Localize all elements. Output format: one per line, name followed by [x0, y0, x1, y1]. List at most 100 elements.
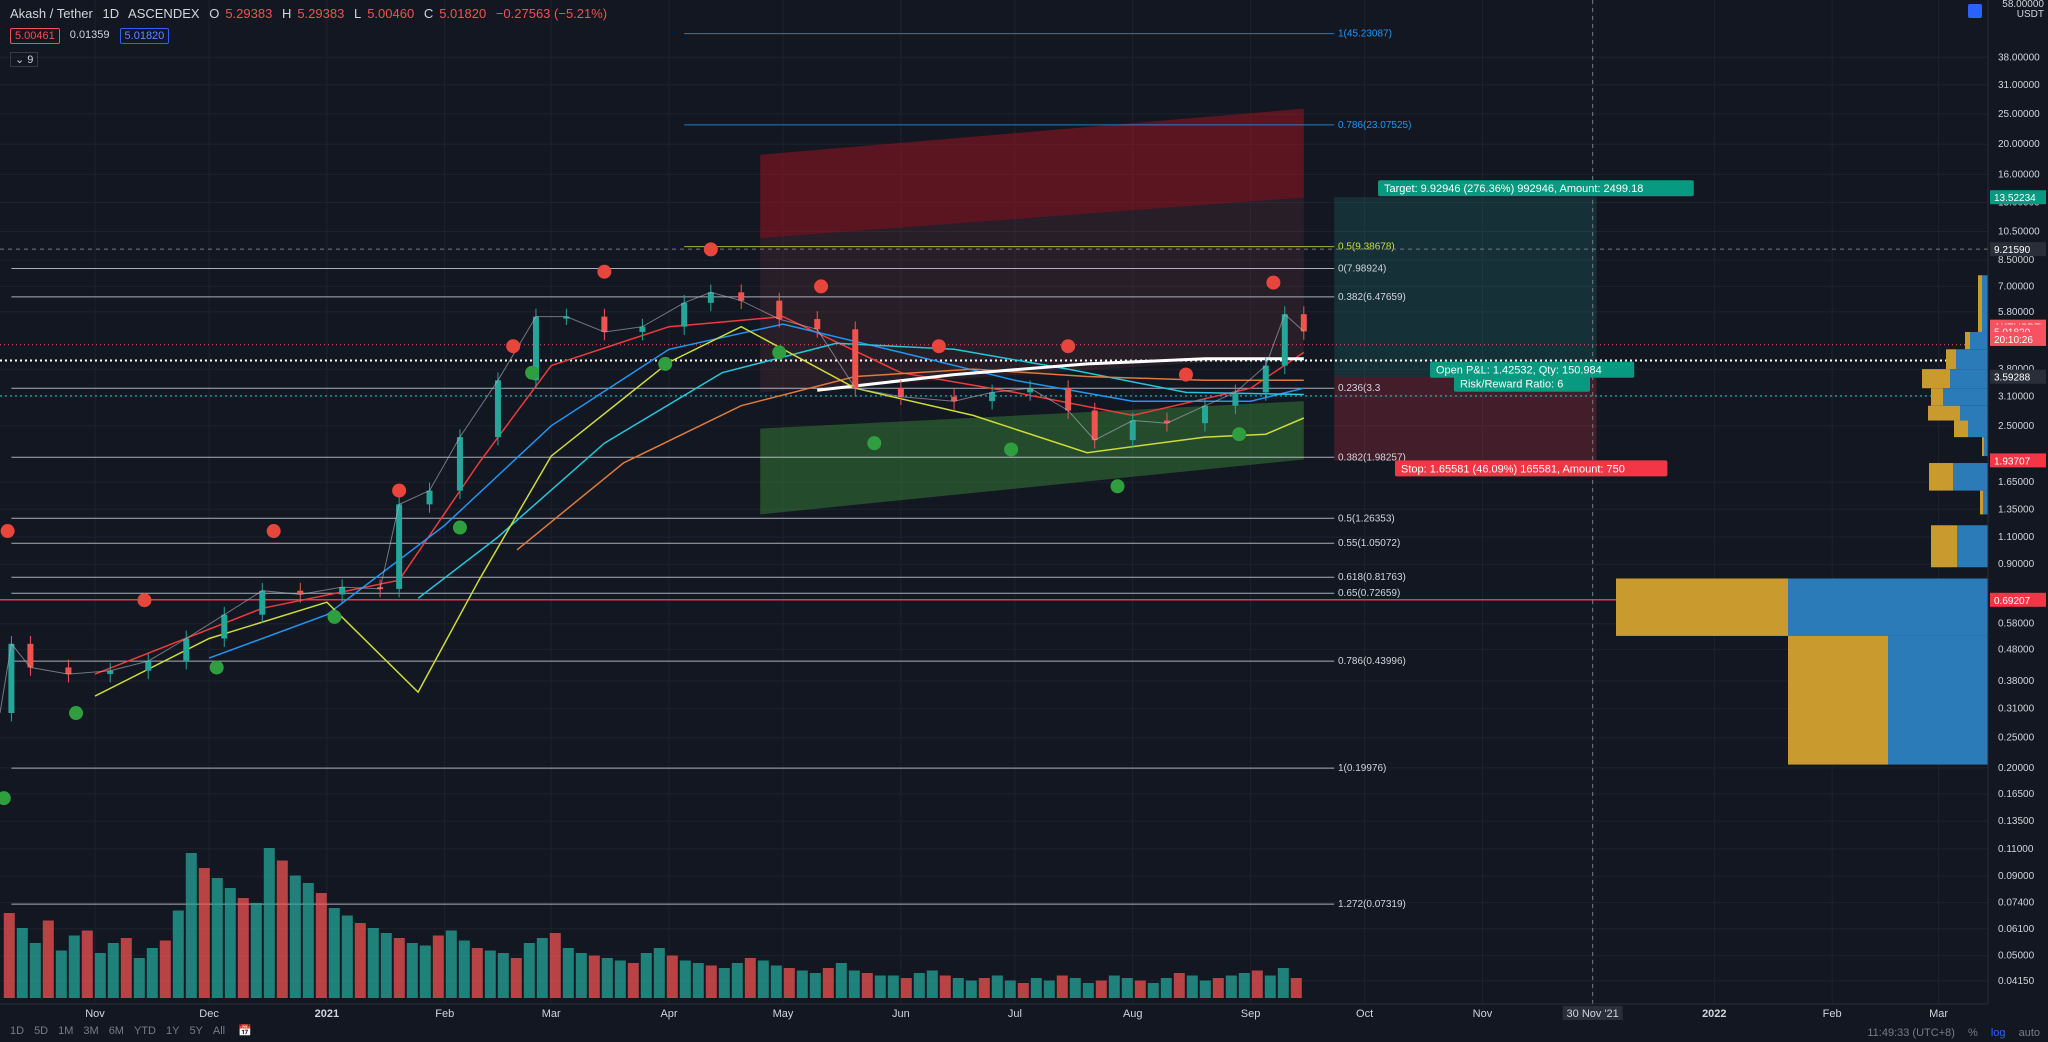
symbol-name[interactable]: Akash / Tether: [10, 6, 93, 21]
position-stop-label-text: Stop: 1.65581 (46.09%) 165581, Amount: 7…: [1401, 463, 1625, 475]
fib-level-label: 1(0.19976): [1338, 763, 1386, 774]
volume-bar: [354, 923, 366, 998]
volume-bar: [627, 963, 639, 998]
interval-label[interactable]: 1D: [102, 6, 120, 21]
bottom-toolbar: 1D 5D 1M 3M 6M YTD 1Y 5Y All 📅 11:49:33 (UTC+8) …: [0, 1024, 2048, 1042]
timeframe-ytd[interactable]: YTD: [133, 1025, 156, 1037]
price-tick-label: 31.00000: [1998, 80, 2040, 91]
volume-bar: [757, 960, 769, 998]
volume-bar: [848, 970, 860, 998]
timeframe-1y[interactable]: 1Y: [165, 1025, 180, 1037]
volume-bar: [1199, 980, 1211, 998]
indicator-collapse-toggle[interactable]: ⌄ 9: [10, 52, 39, 67]
volume-bar: [978, 978, 990, 998]
sell-signal-dot: [0, 524, 15, 539]
price-tick-label: 1.65000: [1998, 477, 2035, 488]
ohlc-values: O 5.29383 H 5.29383 L 5.00460 C 5.01820 −0.2…: [209, 6, 608, 21]
price-tick-label: 1.35000: [1998, 504, 2035, 515]
sell-signal-dot: [1266, 275, 1281, 290]
volume-bar: [1225, 975, 1237, 998]
volume-bar: [861, 973, 873, 998]
position-rr-label-bg: [1454, 375, 1590, 392]
volume-profile-sell: [1928, 405, 1960, 421]
volume-bar: [1277, 968, 1289, 998]
buy-signal-dot: [69, 706, 84, 721]
price-tick-label: 0.16500: [1998, 789, 2035, 800]
volume-bar: [1004, 980, 1016, 998]
volume-bar: [1030, 978, 1042, 998]
position-stop-label: Stop: 1.65581 (46.09%) 165581, Amount: 7…: [1395, 460, 1668, 477]
percent-toggle[interactable]: %: [1967, 1027, 1978, 1039]
fib-level-label: 0(7.98924): [1338, 263, 1386, 274]
candle: [1201, 405, 1208, 424]
indicator-line: [817, 357, 1304, 392]
timeframe-1m[interactable]: 1M: [58, 1025, 74, 1037]
volume-bar: [692, 963, 704, 998]
sell-button[interactable]: 5.00461: [10, 28, 60, 44]
volume-profile-buy: [1953, 463, 1988, 491]
buy-signal-dot: [209, 660, 224, 675]
candle: [297, 590, 304, 595]
buy-button[interactable]: 5.01820: [119, 28, 170, 44]
time-tick-label: Mar: [1929, 1008, 1948, 1020]
time-tick-label: Dec: [199, 1008, 219, 1020]
volume-bar: [237, 898, 249, 998]
volume-bar: [159, 940, 171, 998]
timeframe-1d[interactable]: 1D: [10, 1025, 25, 1037]
volume-bar: [406, 943, 418, 998]
volume-bar: [679, 960, 691, 998]
volume-bar: [536, 938, 548, 998]
time-tick-label: Feb: [435, 1008, 454, 1020]
sell-signal-dot: [814, 279, 829, 294]
volume-profile-sell: [1978, 275, 1982, 332]
timeframe-3m[interactable]: 3M: [83, 1025, 99, 1037]
timeframe-all[interactable]: All: [212, 1025, 226, 1037]
volume-profile-buy: [1957, 525, 1988, 568]
fib-level-label: 0.55(1.05072): [1338, 538, 1400, 549]
candle: [456, 437, 463, 491]
volume-bar: [276, 860, 288, 998]
volume-bar: [81, 930, 93, 998]
fullscreen-icon[interactable]: [1968, 4, 1982, 18]
candle: [989, 392, 996, 402]
calendar-icon[interactable]: 📅: [238, 1025, 252, 1037]
log-toggle[interactable]: log: [1990, 1027, 2006, 1039]
sell-signal-dot: [703, 242, 718, 257]
volume-bar: [783, 968, 795, 998]
price-tick-label: 0.90000: [1998, 559, 2035, 570]
timeframe-5y[interactable]: 5Y: [189, 1025, 203, 1037]
candle: [1027, 388, 1034, 393]
price-tick-label: 0.05000: [1998, 951, 2035, 962]
position-stop-label-bg: [1395, 460, 1668, 477]
price-tick-label: 0.31000: [1998, 704, 2035, 715]
timeframe-5d[interactable]: 5D: [34, 1025, 49, 1037]
candle: [1262, 365, 1269, 393]
volume-profile-buy: [1943, 388, 1988, 406]
volume-bar: [1238, 973, 1250, 998]
buy-signal-dot: [867, 436, 882, 451]
auto-toggle[interactable]: auto: [2018, 1027, 2040, 1039]
position-rr-label-text: Risk/Reward Ratio: 6: [1460, 379, 1563, 391]
time-tick-label: Aug: [1123, 1008, 1143, 1020]
volume-profile-sell: [1954, 420, 1968, 438]
candle: [27, 643, 34, 668]
volume-bar: [1082, 983, 1094, 998]
volume-bar: [666, 955, 678, 998]
position-rr-label: Risk/Reward Ratio: 6: [1454, 375, 1590, 392]
volume-profile-buy: [1950, 369, 1988, 389]
indicator-line: [208, 323, 1304, 659]
timeframe-6m[interactable]: 6M: [108, 1025, 124, 1037]
candle: [563, 316, 570, 319]
volume-bar: [445, 930, 457, 998]
price-label-text: 3.59288: [1994, 373, 2031, 384]
price-label-text: 20:10:26: [1994, 335, 2033, 346]
price-tick-label: 5.80000: [1998, 307, 2035, 318]
candle: [221, 614, 228, 639]
time-tick-label: 30 Nov '21: [1567, 1008, 1619, 1020]
volume-bar: [1043, 980, 1055, 998]
price-label-bg: [1990, 592, 2046, 607]
volume-profile-buy: [1788, 578, 1988, 636]
volume-profile-sell: [1965, 331, 1970, 350]
volume-bar: [432, 935, 444, 998]
